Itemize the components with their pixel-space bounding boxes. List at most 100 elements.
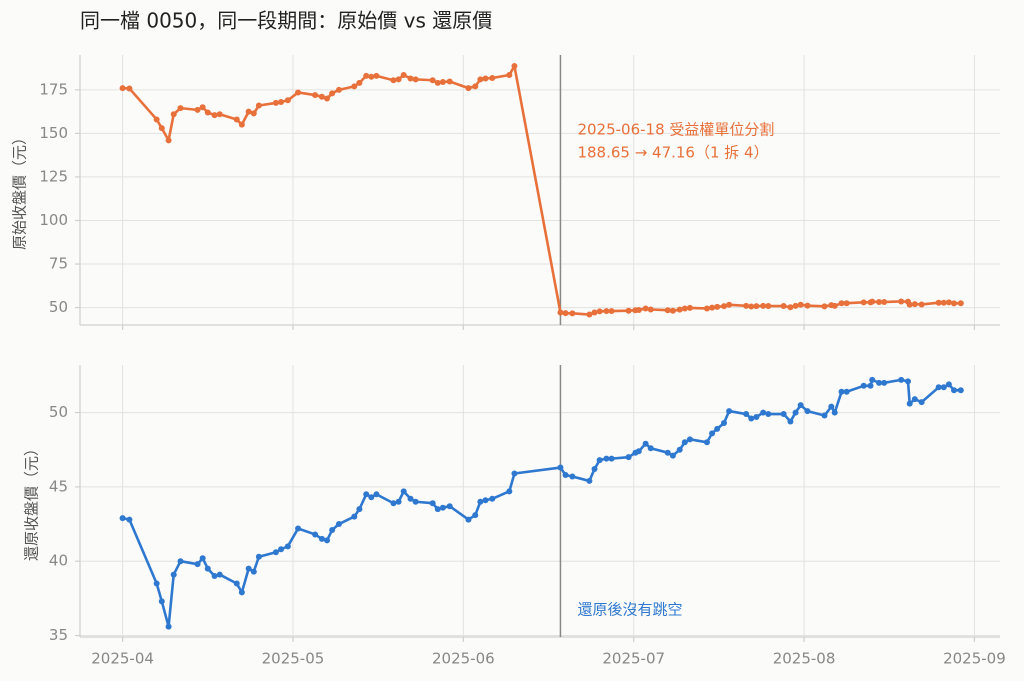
data-point — [918, 301, 925, 308]
data-point — [255, 553, 262, 560]
x-tick-label: 2025-05 — [262, 650, 325, 668]
data-point — [165, 623, 172, 630]
data-point — [625, 307, 632, 314]
data-point — [586, 311, 593, 318]
data-point — [714, 425, 721, 432]
data-point — [335, 86, 342, 93]
data-point — [395, 498, 402, 505]
data-point — [238, 589, 245, 596]
data-point — [295, 525, 302, 532]
data-point — [194, 106, 201, 113]
data-point — [828, 403, 835, 410]
y-tick-label: 50 — [49, 403, 68, 421]
data-point — [511, 470, 518, 477]
figure-title: 同一檔 0050，同一段期間：原始價 vs 還原價 — [80, 9, 492, 33]
data-point — [238, 121, 245, 128]
data-point — [940, 299, 947, 306]
data-point — [743, 411, 750, 418]
data-point — [245, 108, 252, 115]
data-point — [351, 83, 358, 90]
data-point — [170, 111, 177, 118]
data-point — [153, 116, 160, 123]
data-point — [709, 430, 716, 437]
data-point — [860, 299, 867, 306]
data-point — [324, 95, 331, 102]
data-point — [557, 309, 564, 316]
data-point — [177, 558, 184, 565]
data-point — [278, 546, 285, 553]
data-point — [439, 79, 446, 85]
data-point — [153, 580, 160, 587]
y-tick-label: 100 — [39, 211, 68, 229]
data-point — [898, 298, 905, 305]
y-tick-label: 75 — [49, 255, 68, 273]
data-point — [278, 99, 285, 106]
data-point — [753, 303, 760, 310]
data-point — [439, 504, 446, 511]
data-point — [335, 521, 342, 528]
data-point — [787, 418, 794, 425]
data-point — [867, 382, 874, 389]
data-point — [703, 305, 710, 312]
data-point — [446, 503, 453, 510]
data-point — [407, 75, 414, 82]
data-point — [647, 306, 654, 313]
data-point — [780, 411, 787, 418]
data-point — [216, 571, 223, 578]
data-point — [911, 301, 918, 308]
data-point — [603, 308, 610, 315]
data-point — [647, 445, 654, 452]
data-point — [591, 309, 598, 316]
data-point — [821, 412, 828, 419]
x-tick-label: 2025-07 — [602, 650, 665, 668]
data-point — [726, 408, 733, 415]
data-point — [165, 137, 172, 144]
data-point — [368, 73, 375, 80]
data-point — [608, 308, 615, 315]
data-point — [434, 506, 441, 513]
data-point — [945, 299, 952, 306]
data-point — [363, 491, 370, 498]
data-point — [951, 300, 957, 307]
data-point — [511, 63, 518, 70]
data-point — [838, 300, 845, 307]
data-point — [204, 109, 211, 116]
data-point — [642, 440, 649, 447]
data-point — [876, 379, 883, 386]
data-point — [312, 92, 319, 99]
data-point — [429, 77, 436, 84]
data-point — [753, 414, 760, 421]
data-point — [272, 549, 279, 556]
data-point — [940, 384, 947, 391]
data-point — [356, 506, 363, 513]
data-point — [199, 555, 206, 562]
annotation: 2025-06-18 受益權單位分割 — [577, 121, 774, 139]
data-point — [211, 573, 218, 580]
data-point — [635, 307, 642, 314]
price-line — [122, 378, 961, 628]
data-point — [158, 125, 165, 132]
data-point — [250, 110, 257, 117]
y-axis-label: 原始收盤價（元） — [11, 130, 29, 250]
data-point — [760, 409, 767, 416]
data-point — [726, 301, 733, 308]
data-point — [324, 537, 331, 544]
data-point — [562, 310, 569, 317]
data-point — [429, 500, 436, 507]
y-axis-label: 還原收盤價（元） — [23, 441, 41, 561]
data-point — [765, 411, 772, 418]
data-point — [477, 76, 484, 83]
data-point — [935, 299, 942, 306]
price-line — [122, 64, 961, 316]
data-point — [596, 308, 603, 315]
data-point — [390, 77, 397, 84]
data-point — [797, 301, 804, 308]
data-point — [177, 105, 184, 112]
x-tick-label: 2025-08 — [773, 650, 836, 668]
data-point — [804, 302, 811, 309]
data-point — [664, 307, 671, 314]
data-point — [489, 495, 496, 502]
data-point — [255, 102, 262, 109]
data-point — [569, 473, 576, 480]
